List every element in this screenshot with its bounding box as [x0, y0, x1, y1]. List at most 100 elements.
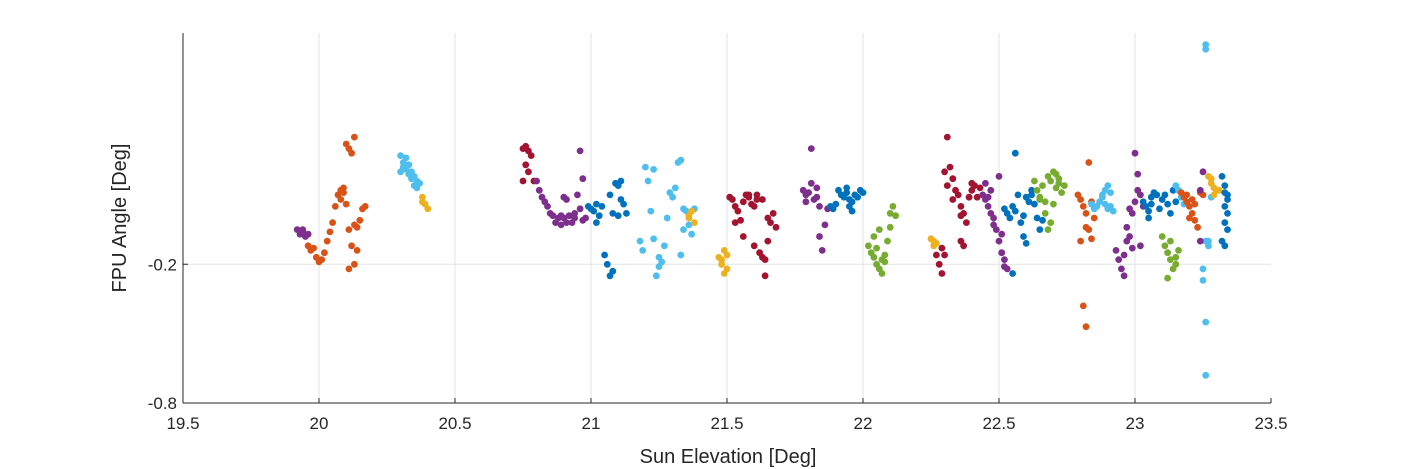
- data-point: [1167, 210, 1174, 217]
- data-point: [685, 221, 693, 229]
- data-point: [1020, 233, 1027, 240]
- data-point: [957, 203, 965, 210]
- data-point: [342, 200, 350, 208]
- data-point: [843, 184, 851, 192]
- data-point: [1186, 214, 1193, 222]
- x-tick-label: 22: [854, 414, 873, 433]
- data-point: [345, 265, 353, 273]
- x-tick-label: 23.5: [1254, 414, 1287, 433]
- data-point: [348, 242, 355, 250]
- data-point: [739, 198, 747, 206]
- data-point: [818, 247, 826, 254]
- data-point: [677, 156, 685, 164]
- data-point: [337, 196, 345, 203]
- x-tick-label: 20: [310, 414, 329, 433]
- data-point: [661, 242, 668, 250]
- data-point: [1079, 302, 1087, 310]
- data-point: [949, 175, 957, 183]
- data-point: [1161, 242, 1169, 250]
- data-point: [1041, 210, 1049, 217]
- data-point: [348, 149, 355, 157]
- data-point: [990, 214, 997, 222]
- data-point: [571, 214, 579, 222]
- data-point: [318, 256, 326, 263]
- data-point: [1047, 177, 1055, 185]
- data-point: [941, 168, 948, 176]
- data-point: [405, 161, 413, 169]
- data-point: [639, 247, 647, 254]
- data-point: [663, 214, 671, 222]
- data-point: [408, 175, 415, 183]
- data-point: [954, 191, 962, 199]
- data-point: [984, 193, 992, 201]
- data-point: [1147, 200, 1155, 208]
- x-tick-label: 21.5: [710, 414, 743, 433]
- data-point: [1218, 173, 1226, 180]
- data-point: [734, 207, 742, 215]
- data-point: [889, 203, 897, 210]
- data-point: [680, 226, 687, 234]
- data-point: [557, 221, 565, 229]
- data-point: [331, 203, 339, 210]
- data-point: [1186, 203, 1193, 210]
- data-point: [759, 196, 766, 203]
- data-point: [321, 249, 328, 257]
- data-point: [345, 226, 353, 234]
- data-point: [351, 260, 358, 268]
- data-point: [593, 219, 600, 227]
- data-point: [1039, 216, 1046, 224]
- data-point: [813, 184, 821, 192]
- data-point: [351, 133, 358, 141]
- data-point: [1183, 191, 1191, 199]
- data-point: [1199, 265, 1207, 273]
- data-point: [413, 184, 421, 192]
- data-point: [750, 203, 758, 210]
- data-point: [881, 251, 889, 259]
- data-point: [1188, 196, 1196, 203]
- data-point: [1085, 159, 1093, 166]
- data-point: [963, 219, 970, 227]
- data-point: [995, 173, 1003, 180]
- data-point: [1126, 205, 1133, 213]
- data-point: [767, 219, 774, 227]
- data-point: [1156, 205, 1163, 213]
- data-point: [1014, 191, 1022, 199]
- data-point: [976, 184, 984, 192]
- data-point: [1104, 182, 1112, 190]
- data-point: [1134, 170, 1142, 178]
- data-point: [870, 233, 878, 240]
- data-point: [655, 253, 663, 261]
- data-point: [1036, 196, 1044, 203]
- data-point: [1153, 191, 1161, 199]
- data-point: [527, 152, 535, 160]
- data-point: [886, 210, 894, 217]
- data-point: [574, 191, 581, 199]
- data-point: [1020, 212, 1027, 220]
- tick-labels: 19.5 20 20.5 21 21.5 22 22.5 23 23.5 -0.8 -0.2: [148, 255, 1288, 433]
- data-point: [1202, 45, 1210, 53]
- data-point: [1041, 198, 1049, 206]
- data-point: [603, 260, 611, 268]
- data-point: [984, 203, 992, 210]
- data-point: [590, 207, 598, 215]
- data-point: [753, 196, 761, 203]
- data-point: [650, 235, 657, 243]
- data-point: [938, 270, 946, 277]
- data-point: [1164, 200, 1171, 208]
- data-point: [723, 251, 731, 259]
- data-point: [772, 223, 780, 231]
- data-point: [1107, 189, 1114, 197]
- data-point: [1022, 240, 1030, 247]
- data-point: [870, 253, 878, 261]
- data-point: [848, 207, 856, 215]
- data-point: [671, 184, 679, 192]
- data-point: [731, 219, 739, 227]
- data-point: [1215, 186, 1223, 194]
- data-point: [718, 260, 725, 268]
- data-point: [351, 221, 358, 229]
- data-point: [576, 147, 584, 155]
- x-tick-label: 19.5: [166, 414, 199, 433]
- data-point: [609, 267, 617, 275]
